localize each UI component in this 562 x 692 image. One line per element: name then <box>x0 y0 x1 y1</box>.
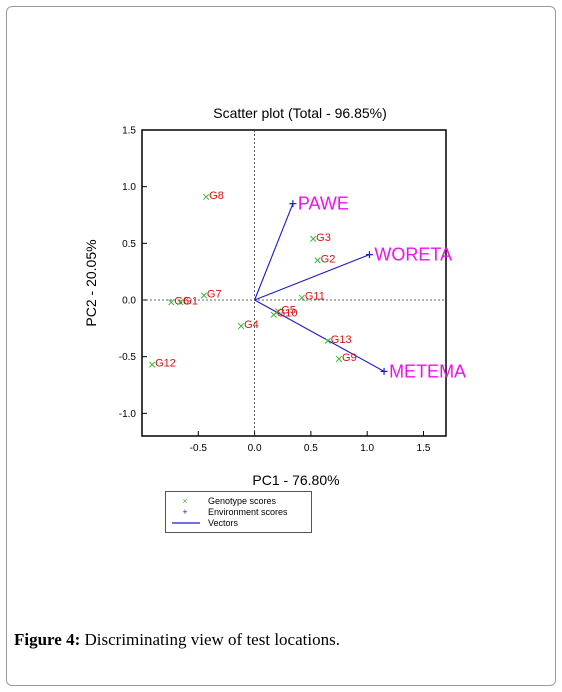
legend-label-environment: Environment scores <box>208 507 288 517</box>
cross-marker <box>298 294 306 301</box>
cross-marker <box>309 235 317 242</box>
environment-point-metema: METEMA <box>380 361 466 381</box>
cross-marker <box>275 308 282 315</box>
legend-label-genotype: Genotype scores <box>208 496 277 506</box>
y-tick-label: 1.5 <box>122 126 136 137</box>
legend-item-genotype: × Genotype scores <box>166 495 311 507</box>
genotype-point-g11: G11 <box>298 291 325 303</box>
environment-points: PAWE WORETA METEMA <box>289 194 466 381</box>
environment-vectors <box>254 203 385 372</box>
genotype-label: G4 <box>244 319 259 331</box>
y-tick-label: -1.0 <box>119 409 137 420</box>
cross-marker <box>314 257 321 264</box>
reference-lines <box>142 130 446 436</box>
y-axis-label: PC2 - 20.05% <box>83 239 99 326</box>
cross-marker <box>237 322 245 330</box>
cross-marker <box>203 193 210 201</box>
environment-label: PAWE <box>298 194 349 214</box>
cross-marker <box>148 361 156 368</box>
y-tick-label: -0.5 <box>119 352 137 363</box>
x-tick-label: 0.5 <box>304 443 318 454</box>
cross-marker-icon: × <box>182 496 188 506</box>
cross-marker <box>270 311 277 318</box>
legend-item-environment: + Environment scores <box>166 506 311 518</box>
cross-marker <box>177 299 184 306</box>
environment-point-pawe: PAWE <box>289 194 349 214</box>
figure-frame <box>6 6 556 686</box>
line-marker-icon <box>172 522 200 524</box>
legend-item-vectors: Vectors <box>166 517 311 529</box>
y-axis-ticks: -1.0 -0.5 0.0 0.5 1.0 1.5 <box>119 126 147 420</box>
genotype-label: G13 <box>331 334 352 346</box>
y-tick-label: 1.0 <box>122 182 136 193</box>
vector-metema <box>254 299 385 372</box>
genotype-label: G2 <box>321 253 336 265</box>
x-axis-label: PC1 - 76.80% <box>252 472 339 488</box>
genotype-point-g9: G9 <box>335 352 357 364</box>
chart-title: Scatter plot (Total - 96.85%) <box>213 105 387 121</box>
genotype-point-g4: G4 <box>237 319 259 331</box>
genotype-point-g10: G10 <box>270 308 298 320</box>
genotype-point-g2: G2 <box>314 253 336 265</box>
genotype-point-g3: G3 <box>309 232 331 244</box>
genotype-label: G12 <box>155 358 176 370</box>
caption-text: Discriminating view of test locations. <box>80 630 340 649</box>
genotype-point-g5: G5 <box>275 304 296 316</box>
genotype-label: G10 <box>277 308 298 320</box>
cross-marker <box>335 355 343 363</box>
genotype-label: G1 <box>183 295 198 307</box>
x-tick-label: 1.5 <box>417 443 431 454</box>
vector-pawe <box>254 203 294 301</box>
genotype-point-g8: G8 <box>203 190 224 202</box>
plus-marker-icon: + <box>182 507 188 517</box>
x-tick-label: 0.0 <box>248 443 262 454</box>
genotype-label: G8 <box>209 190 224 202</box>
cross-marker <box>200 292 208 299</box>
x-tick-label: -0.5 <box>190 443 208 454</box>
genotype-label: G5 <box>281 304 296 316</box>
genotype-point-g1: G1 <box>177 295 198 307</box>
caption-prefix: Figure 4: <box>14 630 81 649</box>
cross-marker <box>324 337 331 344</box>
genotype-label: G7 <box>207 288 222 300</box>
genotype-label: G3 <box>316 232 331 244</box>
environment-label: WORETA <box>374 245 452 265</box>
legend: × Genotype scores + Environment scores V… <box>165 491 312 533</box>
genotype-points: G8G3G2G7G6G1G11G5G10G4G13G9G12 <box>148 190 357 370</box>
y-tick-label: 0.5 <box>122 239 136 250</box>
vector-woreta <box>254 254 370 301</box>
x-axis-ticks: -0.5 0.0 0.5 1.0 1.5 <box>190 431 431 454</box>
plot-area <box>141 129 447 437</box>
genotype-point-g7: G7 <box>200 288 222 300</box>
legend-label-vectors: Vectors <box>208 518 239 528</box>
genotype-label: G9 <box>342 352 357 364</box>
environment-point-woreta: WORETA <box>365 245 452 265</box>
environment-label: METEMA <box>389 361 466 381</box>
genotype-point-g13: G13 <box>324 334 352 346</box>
x-tick-label: 1.0 <box>360 443 374 454</box>
cross-marker <box>168 299 175 306</box>
figure-caption: Figure 4: Discriminating view of test lo… <box>14 630 340 650</box>
y-tick-label: 0.0 <box>122 296 136 307</box>
genotype-point-g12: G12 <box>148 358 176 370</box>
genotype-label: G11 <box>305 291 325 303</box>
